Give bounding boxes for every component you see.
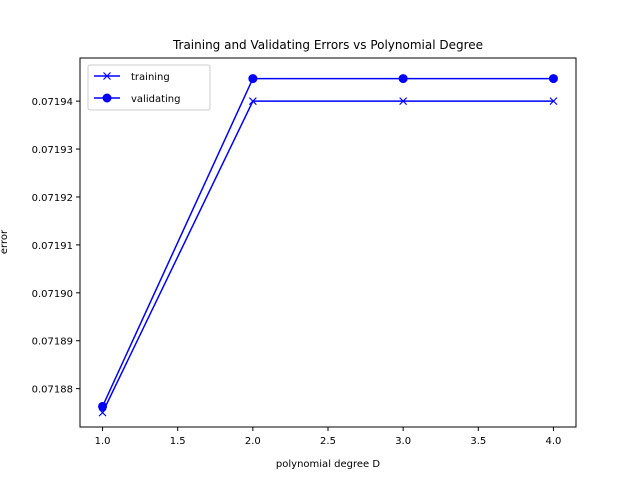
series-validating bbox=[98, 74, 558, 411]
x-tick-label: 3.5 bbox=[470, 436, 486, 447]
legend-label: validating bbox=[131, 94, 180, 105]
series-training bbox=[98, 97, 558, 417]
series-line-training bbox=[101, 100, 554, 413]
data-point-training bbox=[248, 97, 257, 106]
x-axis-label: polynomial degree D bbox=[276, 459, 380, 470]
chart-title: Training and Validating Errors vs Polyno… bbox=[172, 38, 483, 52]
data-point-training bbox=[399, 97, 408, 106]
x-tick-label: 4.0 bbox=[546, 436, 562, 447]
series-line-validating bbox=[101, 77, 554, 407]
data-point-validating bbox=[398, 74, 408, 84]
y-tick-label: 0.07191 bbox=[32, 241, 73, 252]
x-tick-label: 2.0 bbox=[245, 436, 261, 447]
y-tick-label: 0.07192 bbox=[32, 193, 73, 204]
data-point-training bbox=[98, 408, 107, 417]
legend-marker bbox=[103, 72, 111, 80]
legend-marker bbox=[102, 93, 112, 103]
y-axis: 0.07188 0.07189 0.07190 0.07191 0.07192 0.071… bbox=[32, 97, 80, 396]
data-point-validating bbox=[548, 74, 558, 84]
data-point-training bbox=[549, 97, 558, 106]
plot-area bbox=[98, 74, 558, 417]
y-axis-label: error bbox=[0, 229, 10, 254]
legend-item-validating: validating bbox=[94, 93, 180, 105]
y-tick-label: 0.07193 bbox=[32, 145, 73, 156]
y-tick-label: 0.07189 bbox=[32, 337, 73, 348]
data-point-validating bbox=[248, 74, 258, 84]
x-tick-label: 2.5 bbox=[320, 436, 336, 447]
x-tick-label: 1.0 bbox=[95, 436, 111, 447]
y-tick-label: 0.07190 bbox=[32, 289, 73, 300]
legend-item-training: training bbox=[94, 72, 170, 83]
data-point-validating bbox=[98, 401, 108, 411]
x-tick-label: 3.0 bbox=[395, 436, 411, 447]
y-tick-label: 0.07188 bbox=[32, 385, 73, 396]
axes-frame bbox=[79, 57, 577, 428]
y-tick-label: 0.07194 bbox=[32, 97, 73, 108]
legend-label: training bbox=[131, 72, 170, 83]
x-tick-label: 1.5 bbox=[170, 436, 186, 447]
legend: training validating bbox=[87, 64, 211, 111]
x-axis: 1.0 1.5 2.0 2.5 3.0 3.5 4.0 bbox=[95, 427, 562, 447]
